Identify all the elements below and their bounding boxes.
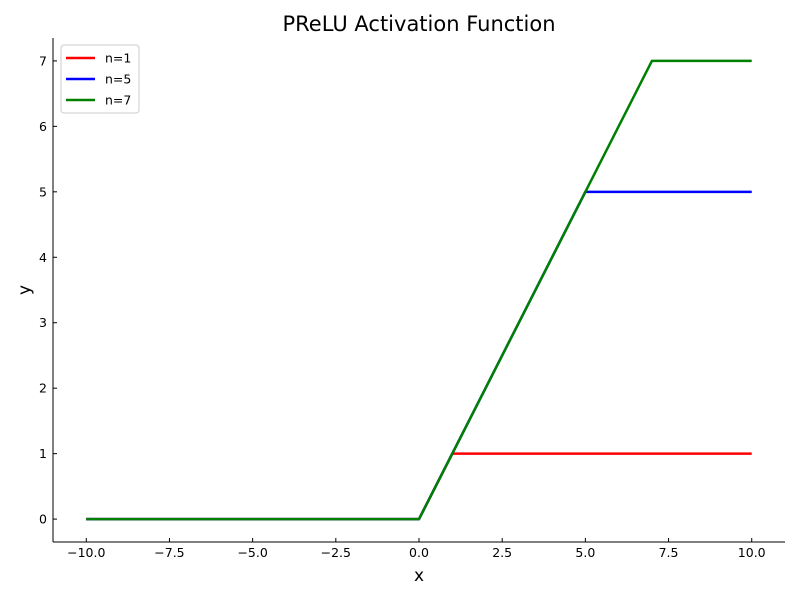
x-tick-label: 0.0 bbox=[409, 545, 429, 560]
x-tick-label: 2.5 bbox=[492, 545, 512, 560]
series-layer bbox=[86, 59, 752, 521]
y-tick-label: 7 bbox=[39, 53, 47, 68]
x-tick-label: −2.5 bbox=[321, 545, 351, 560]
chart-title: PReLU Activation Function bbox=[282, 12, 555, 36]
y-tick-label: 5 bbox=[39, 184, 47, 199]
y-tick-label: 1 bbox=[39, 446, 47, 461]
x-tick-label: 5.0 bbox=[575, 545, 595, 560]
legend: n=1 n=5 n=7 bbox=[60, 44, 140, 114]
y-tick-label: 3 bbox=[39, 315, 47, 330]
legend-items: n=1 n=5 n=7 bbox=[66, 51, 131, 108]
series-line-n-7 bbox=[86, 59, 752, 521]
y-tick-label: 4 bbox=[39, 250, 47, 265]
x-tick-label: 7.5 bbox=[659, 545, 679, 560]
x-axis-label: x bbox=[414, 566, 424, 586]
ticks-layer: −10.0 −7.5 −5.0 −2.5 0.0 2.5 5.0 7.5 10.0 0 1 2 3 4 5 6… bbox=[39, 53, 766, 560]
x-tick-label: −5.0 bbox=[237, 545, 267, 560]
y-tick-label: 0 bbox=[39, 512, 47, 527]
y-axis-label: y bbox=[15, 285, 35, 295]
legend-label: n=5 bbox=[105, 72, 131, 87]
legend-frame bbox=[60, 44, 140, 114]
x-tick-label: −10.0 bbox=[67, 545, 105, 560]
y-tick-label: 2 bbox=[39, 381, 47, 396]
series-line-n-1 bbox=[86, 452, 752, 521]
y-tick-label: 6 bbox=[39, 119, 47, 134]
series-line-n-5 bbox=[86, 190, 752, 521]
x-tick-label: −7.5 bbox=[154, 545, 184, 560]
legend-label: n=1 bbox=[105, 51, 131, 66]
legend-label: n=7 bbox=[105, 93, 131, 108]
x-tick-label: 10.0 bbox=[738, 545, 766, 560]
